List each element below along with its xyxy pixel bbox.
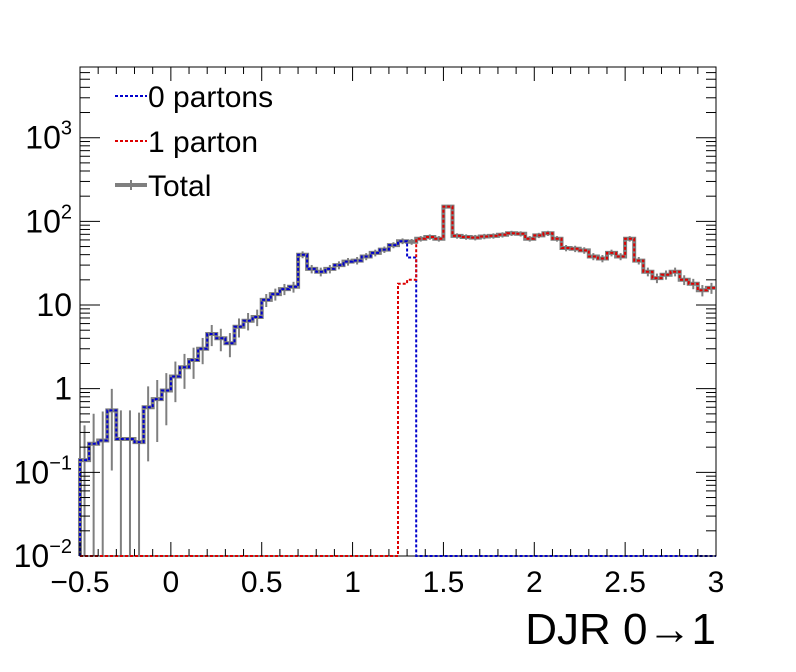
y-tick-label: 103 [25,118,72,156]
legend-label: 0 partons [148,81,273,114]
x-tick-label: 0 [163,566,180,599]
x-tick-label: 1.5 [423,566,465,599]
series-layer [78,204,716,557]
y-tick-label: 10−1 [14,452,72,490]
y-tick-label: 10 [36,287,72,323]
x-axis-label: DJR 0→1 [525,605,716,654]
legend-label: 1 parton [148,126,258,159]
series-line-0-partons [79,240,716,557]
x-tick-label: 3 [708,566,725,599]
x-tick-label: 2 [526,566,543,599]
x-tick-label: 2.5 [604,566,646,599]
series-line-1-parton [80,205,716,557]
y-tick-label: 10−2 [14,536,72,574]
y-tick-label: 1 [54,371,72,407]
legend-label: Total [148,170,211,203]
x-tick-label: 0.5 [241,566,283,599]
y-tick-label: 102 [25,201,72,239]
axis-layer: −0.5 0 0.5 1 1.5 2 2.5 3 10−2 10−1 1 10 102 103 [14,66,725,599]
x-tick-label: 1 [344,566,361,599]
legend: 0 partons 1 parton Total [115,81,273,203]
x-tick-label: −0.5 [50,566,109,599]
